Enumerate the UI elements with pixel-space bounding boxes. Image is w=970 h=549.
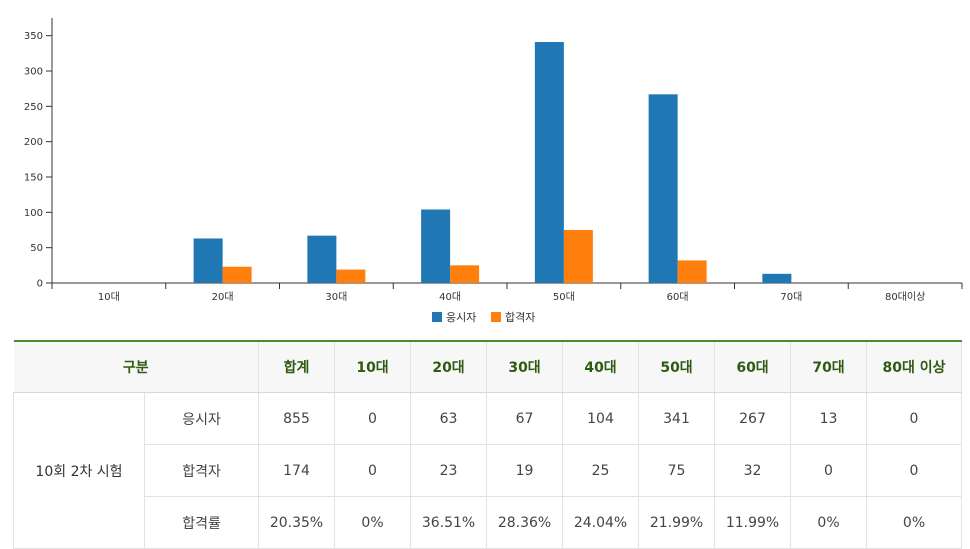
legend-label: 응시자 xyxy=(446,311,476,324)
table-cell: 855 xyxy=(258,392,336,445)
table-row-applicants: 10회 2차 시험 응시자 855 0 63 67 104 341 267 13… xyxy=(13,392,963,549)
y-tick-label: 50 xyxy=(30,243,43,254)
table-cell: 0% xyxy=(790,496,868,549)
legend-label: 합격자 xyxy=(505,311,535,324)
x-tick-label: 20대 xyxy=(212,291,234,303)
results-table: 구분 합계 10대 20대 30대 40대 50대 60대 70대 80대 이상… xyxy=(13,340,963,549)
bar-passers xyxy=(677,260,707,283)
table-cell: 0 xyxy=(790,444,868,497)
table-cell: 67 xyxy=(486,392,564,445)
row-label: 합격자 xyxy=(143,444,260,497)
header-50s: 50대 xyxy=(638,340,715,393)
bar-passers xyxy=(336,269,366,283)
table-cell: 0% xyxy=(866,496,963,549)
table-row-passers: 합격자 174 0 23 19 25 75 32 0 0 xyxy=(14,444,963,497)
table-cell: 267 xyxy=(714,392,792,445)
header-30s: 30대 xyxy=(486,340,563,393)
table-cell: 13 xyxy=(790,392,868,445)
y-tick-label: 150 xyxy=(24,173,43,184)
table-cell: 24.04% xyxy=(562,496,640,549)
y-tick-label: 200 xyxy=(24,137,43,148)
bar-applicants xyxy=(193,238,223,283)
bar-applicants xyxy=(762,273,792,283)
legend-swatch xyxy=(491,312,501,322)
bar-passers xyxy=(450,265,480,283)
table-row-pass-rate: 합격률 20.35% 0% 36.51% 28.36% 24.04% 21.99… xyxy=(14,496,963,549)
table-cell: 19 xyxy=(486,444,564,497)
table-header-row: 구분 합계 10대 20대 30대 40대 50대 60대 70대 80대 이상 xyxy=(13,340,963,393)
row-label: 합격률 xyxy=(143,496,260,549)
header-70s: 70대 xyxy=(790,340,867,393)
table-cell: 104 xyxy=(562,392,640,445)
x-tick-label: 40대 xyxy=(439,291,461,303)
table-cell: 63 xyxy=(410,392,488,445)
header-60s: 60대 xyxy=(714,340,791,393)
table-cell: 0 xyxy=(334,444,412,497)
table-cell: 341 xyxy=(638,392,716,445)
table-cell: 0 xyxy=(334,392,412,445)
y-tick-label: 350 xyxy=(24,31,43,42)
table-cell: 11.99% xyxy=(714,496,792,549)
bar-applicants xyxy=(421,209,451,283)
table-cell: 21.99% xyxy=(638,496,716,549)
table-cell: 0 xyxy=(866,444,963,497)
table-cell: 25 xyxy=(562,444,640,497)
header-10s: 10대 xyxy=(334,340,411,393)
x-tick-label: 50대 xyxy=(553,291,575,303)
bar-applicants xyxy=(648,94,678,283)
x-tick-label: 10대 xyxy=(98,291,120,303)
table-cell: 75 xyxy=(638,444,716,497)
table-cell: 23 xyxy=(410,444,488,497)
header-40s: 40대 xyxy=(562,340,639,393)
table-cell: 20.35% xyxy=(258,496,336,549)
header-80plus: 80대 이상 xyxy=(866,340,963,393)
table-cell: 0% xyxy=(334,496,412,549)
row-label: 응시자 xyxy=(143,392,260,445)
bar-passers xyxy=(222,266,252,283)
y-tick-label: 0 xyxy=(37,279,43,290)
exam-round-label: 10회 2차 시험 xyxy=(13,392,145,549)
y-tick-label: 100 xyxy=(24,208,43,219)
age-bar-chart: 0 50 100 150 200 250 300 350 10대 20대 30대 40대 50대 60대 7… xyxy=(24,18,963,324)
table-cell: 0 xyxy=(866,392,963,445)
table-cell: 36.51% xyxy=(410,496,488,549)
x-tick-label: 60대 xyxy=(667,291,689,303)
table-cell: 28.36% xyxy=(486,496,564,549)
bar-passers xyxy=(563,230,593,283)
table-cell: 32 xyxy=(714,444,792,497)
bar-applicants xyxy=(307,235,337,283)
x-tick-label: 80대이상 xyxy=(885,291,925,303)
y-tick-label: 250 xyxy=(24,102,43,113)
header-total: 합계 xyxy=(258,340,335,393)
y-tick-label: 300 xyxy=(24,67,43,78)
table-cell: 174 xyxy=(258,444,336,497)
bar-applicants xyxy=(534,42,564,283)
header-20s: 20대 xyxy=(410,340,487,393)
x-tick-label: 30대 xyxy=(325,291,347,303)
x-tick-label: 70대 xyxy=(780,291,802,303)
header-category: 구분 xyxy=(13,340,259,393)
legend-swatch xyxy=(432,312,442,322)
